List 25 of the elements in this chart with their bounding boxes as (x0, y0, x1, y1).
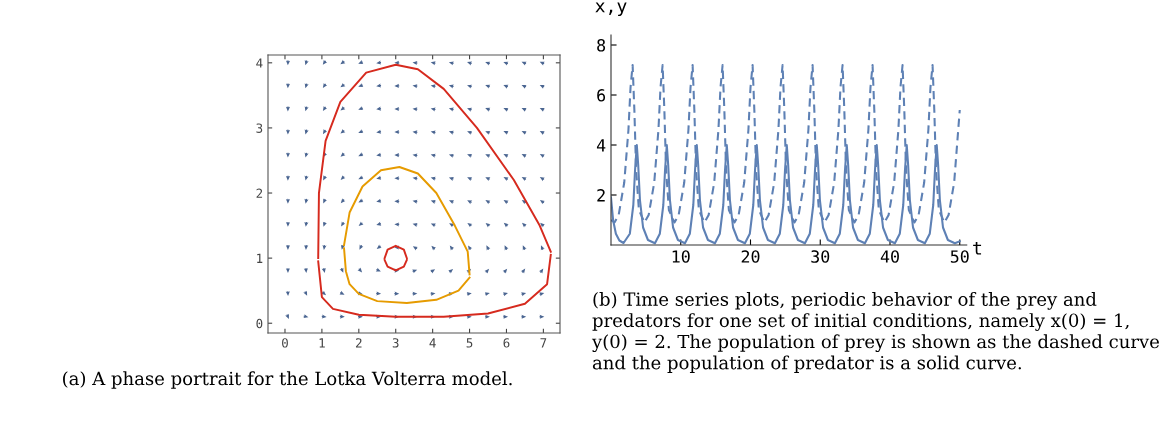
x-tick-label: 6 (503, 338, 510, 348)
x-tick-label: 20 (741, 250, 760, 263)
y-tick-label: 4 (256, 58, 263, 68)
y-tick-label: 8 (597, 39, 606, 52)
text: (a) A phase portrait for the Lotka Volterra model. (63, 371, 512, 389)
x-tick-label: 50 (950, 250, 969, 263)
x-tick-label: 10 (672, 250, 690, 263)
x-tick-label: 4 (429, 338, 436, 348)
y-tick-label: 4 (596, 139, 606, 152)
x-tick-label: 5 (466, 338, 473, 348)
x-tick-label: 2 (355, 338, 362, 348)
text: (b) Time series plots, periodic behavior of the prey and predators for one set of initial conditions, namely x(0) = 1, y(0) = 2. The population of prey is shown as the dashed curve and the population of predator is a solid curve. (591, 292, 1159, 373)
y-tick-label: 2 (597, 189, 605, 202)
y-tick-label: 0 (256, 318, 263, 329)
x-tick-label: 7 (540, 338, 547, 348)
x-tick-label: 1 (319, 338, 325, 348)
x-axis-title: t (973, 241, 982, 255)
y-axis-title: x,y (595, 2, 627, 17)
x-tick-label: 30 (811, 250, 830, 263)
y-tick-label: 3 (256, 123, 263, 133)
y-tick-label: 2 (256, 188, 263, 198)
x-tick-label: 40 (880, 250, 899, 263)
x-tick-label: 0 (282, 338, 288, 348)
x-tick-label: 3 (392, 338, 399, 348)
y-tick-label: 6 (597, 89, 606, 102)
